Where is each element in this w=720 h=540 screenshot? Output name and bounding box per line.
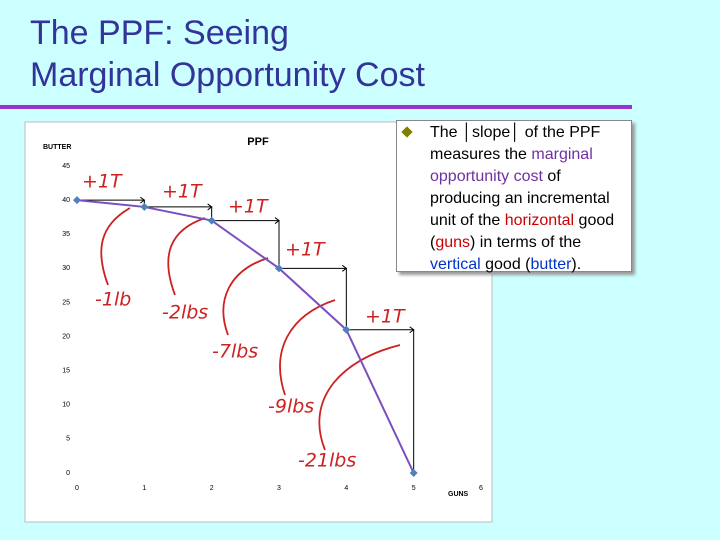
- y-tick-label: 45: [62, 163, 70, 170]
- y-tick-label: 15: [62, 368, 70, 375]
- hand-arrow: [100, 207, 131, 286]
- hand-annotation: +1T: [365, 306, 406, 328]
- text-segment: good (: [430, 212, 615, 251]
- text-segment: ) in terms of the: [470, 234, 582, 251]
- data-point: [207, 216, 216, 225]
- hand-annotation: +1T: [228, 196, 269, 218]
- x-tick-label: 0: [75, 485, 79, 492]
- y-axis-label: BUTTER: [43, 144, 71, 151]
- x-axis-label: GUNS: [448, 491, 469, 498]
- bullet-text: The │slope│ of the PPF measures the marg…: [430, 122, 628, 276]
- x-tick-label: 2: [210, 485, 214, 492]
- text-segment: vertical: [430, 256, 481, 273]
- arrow-head: [207, 203, 213, 211]
- x-tick-label: 3: [277, 485, 281, 492]
- text-segment: │slope│: [462, 124, 521, 141]
- hand-annotation: -2lbs: [162, 302, 208, 324]
- slide-title: The PPF: Seeing: [30, 14, 289, 52]
- text-segment: marginal opportunity cost: [430, 146, 593, 185]
- hand-annotation: -1lb: [95, 289, 131, 311]
- y-tick-label: 10: [62, 402, 70, 409]
- data-point: [140, 202, 149, 211]
- text-segment: The: [430, 124, 463, 141]
- data-point: [342, 325, 351, 334]
- text-segment: of the PPF measures the: [430, 124, 601, 163]
- arrow-head: [274, 217, 280, 224]
- chart-title: PPF: [247, 136, 269, 148]
- text-segment: butter: [530, 256, 572, 273]
- title-rule: [0, 105, 632, 109]
- text-segment: good (: [480, 256, 531, 273]
- hand-annotation: +1T: [162, 181, 203, 203]
- text-segment: ).: [571, 256, 582, 273]
- hand-arrow: [167, 217, 206, 296]
- hand-annotation: -21lbs: [298, 450, 356, 472]
- y-tick-label: 20: [62, 333, 70, 340]
- text-segment: of producing an incremental unit of the: [430, 168, 610, 229]
- data-point: [275, 264, 283, 273]
- y-tick-label: 5: [66, 436, 70, 443]
- hand-annotation: +1T: [285, 239, 326, 261]
- arrow-head: [342, 264, 348, 272]
- data-point: [73, 196, 81, 205]
- hand-annotation: -9lbs: [268, 396, 314, 418]
- y-tick-label: 0: [66, 470, 70, 477]
- y-tick-label: 30: [62, 265, 70, 272]
- arrow-head: [140, 196, 146, 204]
- hand-annotation: +1T: [82, 171, 123, 193]
- text-segment: guns: [435, 234, 471, 251]
- hand-arrow: [222, 257, 269, 336]
- data-point: [409, 469, 418, 477]
- y-tick-label: 25: [62, 299, 70, 306]
- x-tick-label: 5: [412, 485, 416, 492]
- x-tick-label: 6: [479, 485, 483, 492]
- ppf-line: [76, 199, 415, 474]
- y-tick-label: 40: [62, 197, 70, 204]
- x-tick-label: 4: [344, 485, 348, 492]
- text-box: [396, 120, 632, 272]
- text-segment: horizontal: [504, 212, 575, 229]
- y-tick-label: 35: [62, 231, 70, 238]
- hand-arrow: [318, 344, 401, 451]
- slide-title: Marginal Opportunity Cost: [30, 56, 425, 94]
- hand-annotation: -7lbs: [212, 341, 258, 363]
- x-tick-label: 1: [142, 485, 146, 492]
- arrow-head: [409, 326, 415, 334]
